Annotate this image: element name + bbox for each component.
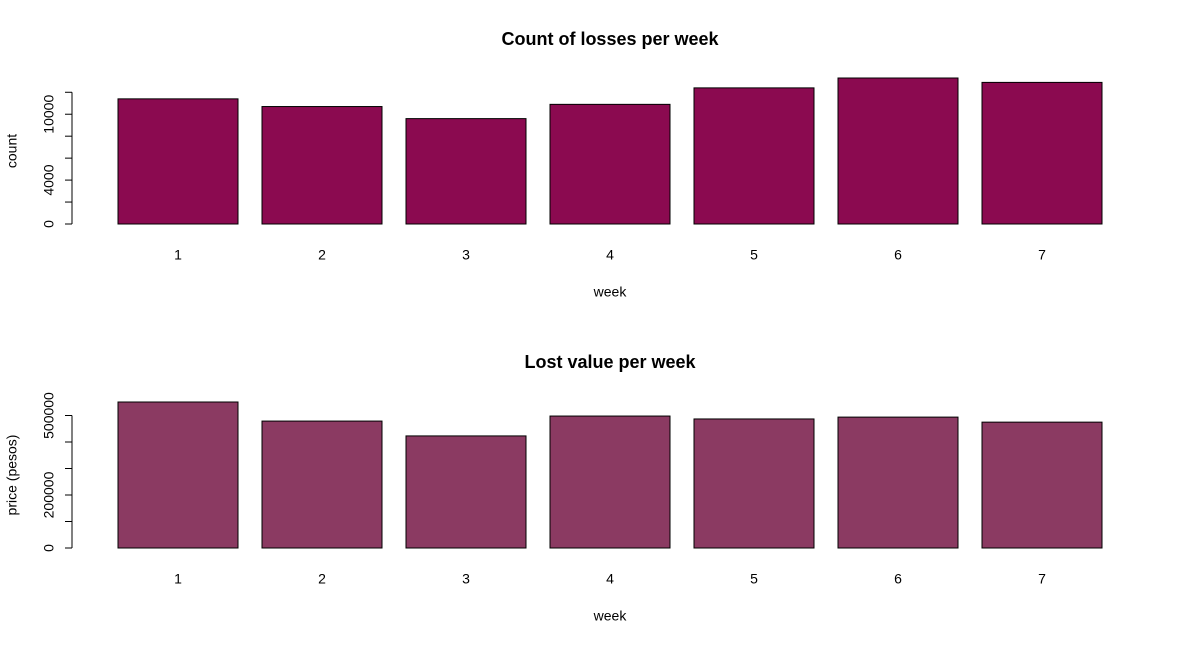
bar (261, 106, 383, 225)
bar (981, 81, 1103, 225)
x-tick-label: 7 (1038, 247, 1046, 263)
x-tick-label: 3 (462, 247, 470, 263)
y-tick-label: 0 (41, 544, 57, 552)
x-axis-label: week (593, 608, 628, 624)
x-tick-label: 5 (750, 247, 758, 263)
x-tick-label: 3 (462, 571, 470, 587)
chart-title: Lost value per week (524, 352, 696, 372)
y-axis-label: price (pesos) (4, 435, 20, 516)
bar (549, 103, 671, 225)
x-tick-label: 6 (894, 571, 902, 587)
y-tick-label: 200000 (41, 471, 57, 518)
x-tick-label: 2 (318, 247, 326, 263)
bar (837, 77, 959, 225)
bar (693, 418, 815, 549)
bar (261, 420, 383, 549)
x-tick-label: 2 (318, 571, 326, 587)
x-axis-label: week (593, 284, 628, 300)
x-tick-label: 4 (606, 571, 614, 587)
chart-title: Count of losses per week (501, 29, 719, 49)
bar (405, 118, 527, 225)
y-tick-label: 10000 (41, 95, 57, 134)
bar (117, 98, 239, 225)
x-tick-label: 4 (606, 247, 614, 263)
bar (837, 416, 959, 549)
x-tick-label: 1 (174, 571, 182, 587)
x-tick-label: 6 (894, 247, 902, 263)
y-axis-label: count (4, 134, 20, 168)
bar (693, 87, 815, 225)
x-tick-label: 1 (174, 247, 182, 263)
y-tick-label: 4000 (41, 164, 57, 195)
y-tick-label: 0 (41, 220, 57, 228)
bar (405, 435, 527, 549)
x-tick-label: 5 (750, 571, 758, 587)
x-tick-label: 7 (1038, 571, 1046, 587)
bar (549, 415, 671, 549)
bar (117, 401, 239, 549)
bar (981, 421, 1103, 549)
y-tick-label: 500000 (41, 392, 57, 439)
